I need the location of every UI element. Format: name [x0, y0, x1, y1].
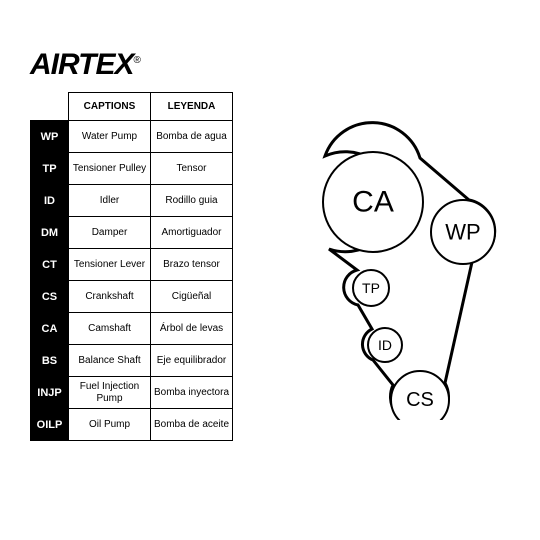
brand-logo: AIRTEX®	[30, 48, 140, 82]
leyenda-cell: Amortiguador	[151, 217, 233, 249]
caption-cell: Oil Pump	[69, 409, 151, 441]
leyenda-cell: Bomba inyectora	[151, 377, 233, 409]
caption-cell: Camshaft	[69, 313, 151, 345]
code-cell: ID	[31, 185, 69, 217]
caption-cell: Tensioner Lever	[69, 249, 151, 281]
leyenda-cell: Árbol de levas	[151, 313, 233, 345]
code-cell: CA	[31, 313, 69, 345]
table-row: OILPOil PumpBomba de aceite	[31, 409, 233, 441]
legend-table: CAPTIONS LEYENDA WPWater PumpBomba de ag…	[30, 92, 233, 441]
pulley-label-tp: TP	[362, 280, 380, 296]
table-row: BSBalance ShaftEje equilibrador	[31, 345, 233, 377]
code-cell: OILP	[31, 409, 69, 441]
header-empty	[31, 93, 69, 121]
table-row: DMDamperAmortiguador	[31, 217, 233, 249]
leyenda-cell: Brazo tensor	[151, 249, 233, 281]
caption-cell: Tensioner Pulley	[69, 153, 151, 185]
logo-reg: ®	[133, 55, 139, 66]
pulley-label-id: ID	[378, 337, 392, 353]
table-row: CACamshaftÁrbol de levas	[31, 313, 233, 345]
belt-diagram: CA WP TP ID CS	[280, 120, 520, 420]
table-row: IDIdlerRodillo guia	[31, 185, 233, 217]
code-cell: INJP	[31, 377, 69, 409]
caption-cell: Idler	[69, 185, 151, 217]
logo-text: AIRTEX	[30, 48, 133, 81]
leyenda-cell: Bomba de agua	[151, 121, 233, 153]
table-row: INJPFuel Injection PumpBomba inyectora	[31, 377, 233, 409]
caption-cell: Crankshaft	[69, 281, 151, 313]
table-row: CTTensioner LeverBrazo tensor	[31, 249, 233, 281]
leyenda-cell: Rodillo guia	[151, 185, 233, 217]
caption-cell: Balance Shaft	[69, 345, 151, 377]
table-row: CSCrankshaftCigüeñal	[31, 281, 233, 313]
leyenda-cell: Cigüeñal	[151, 281, 233, 313]
leyenda-cell: Tensor	[151, 153, 233, 185]
caption-cell: Fuel Injection Pump	[69, 377, 151, 409]
table-row: TPTensioner PulleyTensor	[31, 153, 233, 185]
code-cell: TP	[31, 153, 69, 185]
pulley-label-ca: CA	[352, 186, 394, 219]
leyenda-cell: Bomba de aceite	[151, 409, 233, 441]
code-cell: CT	[31, 249, 69, 281]
code-cell: CS	[31, 281, 69, 313]
table-row: WPWater PumpBomba de agua	[31, 121, 233, 153]
caption-cell: Damper	[69, 217, 151, 249]
leyenda-cell: Eje equilibrador	[151, 345, 233, 377]
pulley-label-cs: CS	[406, 389, 434, 411]
header-captions: CAPTIONS	[69, 93, 151, 121]
pulley-label-wp: WP	[445, 220, 480, 245]
code-cell: DM	[31, 217, 69, 249]
caption-cell: Water Pump	[69, 121, 151, 153]
code-cell: BS	[31, 345, 69, 377]
code-cell: WP	[31, 121, 69, 153]
header-leyenda: LEYENDA	[151, 93, 233, 121]
